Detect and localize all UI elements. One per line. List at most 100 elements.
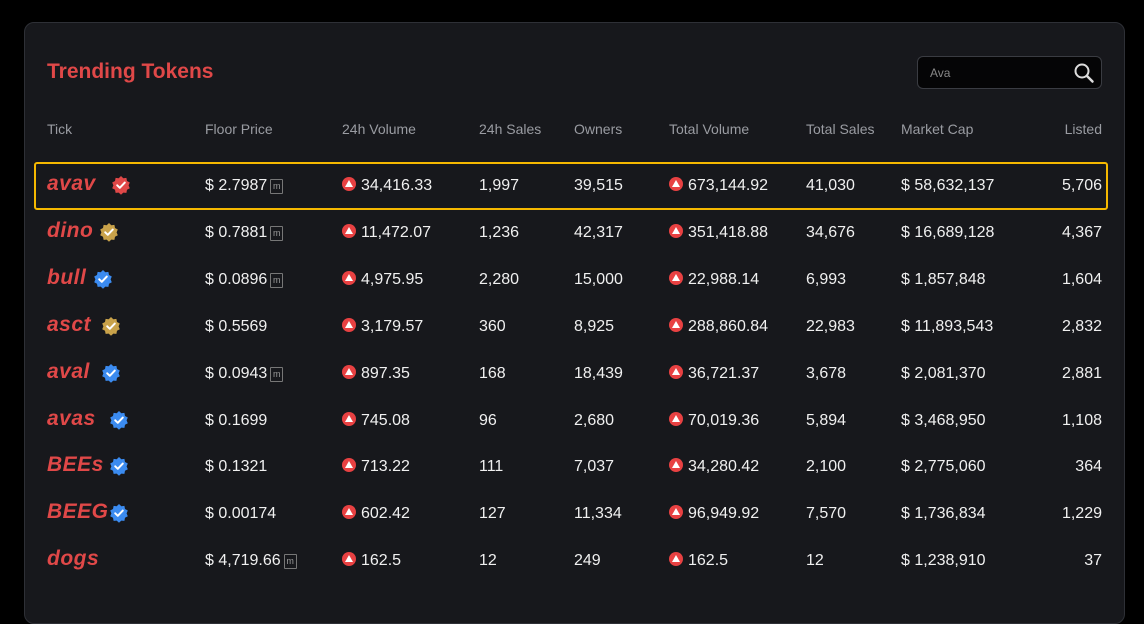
table-row[interactable]: bull $ 0.0896 m 4,975.95 2,280 15,000 22,988.1…: [25, 257, 1124, 304]
token-tick[interactable]: dogs: [47, 547, 100, 571]
owners: 11,334: [574, 505, 622, 523]
sales-24h: 168: [479, 364, 506, 382]
volume-24h: 4,975.95: [342, 270, 423, 289]
table-row[interactable]: asct $ 0.5569 3,179.57 360 8,925 288,860.84 22…: [25, 304, 1124, 351]
verified-badge-icon: [111, 175, 131, 200]
avax-icon: [342, 223, 356, 238]
col-floor-price[interactable]: Floor Price: [205, 121, 273, 137]
search-icon[interactable]: [1073, 62, 1095, 89]
volume-24h: 602.42: [342, 505, 410, 523]
avax-icon: [342, 552, 356, 567]
col-owners[interactable]: Owners: [574, 121, 623, 137]
col-24h-volume[interactable]: 24h Volume: [342, 121, 416, 137]
token-tick[interactable]: avav: [47, 172, 96, 195]
floor-price: $ 2.7987 m: [205, 177, 284, 195]
total-volume: 70,019.36: [669, 411, 759, 430]
avax-icon: [342, 458, 356, 473]
verified-badge-icon: [101, 316, 121, 341]
col-24h-sales[interactable]: 24h Sales: [479, 121, 542, 137]
market-cap: $ 2,081,370: [901, 364, 986, 382]
verified-badge-icon: [109, 503, 129, 528]
sales-24h: 111: [479, 458, 504, 476]
avax-icon: [669, 364, 683, 379]
token-tick[interactable]: BEEG: [47, 500, 109, 524]
listed: 1,108: [1061, 411, 1102, 429]
total-volume: 96,949.92: [669, 505, 759, 523]
floor-price: $ 0.00174: [205, 505, 277, 523]
token-tick[interactable]: aval: [47, 359, 90, 383]
marketplace-icon: m: [270, 366, 284, 382]
avax-icon: [342, 364, 356, 379]
sales-24h: 360: [479, 317, 506, 335]
table-row[interactable]: dino $ 0.7881 m 11,472.07 1,236 42,317 351,418…: [25, 210, 1124, 257]
table-row[interactable]: aval $ 0.0943 m 897.35 168 18,439 36,721.37 3,6…: [25, 351, 1124, 398]
avax-icon: [669, 270, 683, 285]
listed: 37: [1084, 552, 1102, 570]
col-tick[interactable]: Tick: [47, 121, 73, 137]
verified-badge-icon: [109, 410, 129, 435]
total-volume: 22,988.14: [669, 270, 759, 289]
volume-24h: 34,416.33: [342, 177, 432, 195]
table-row[interactable]: dogs $ 4,719.66 m 162.5 12 249 162.5 12 $ 1,238,…: [25, 538, 1124, 585]
table-row[interactable]: avav $ 2.7987 m 34,416.33 1,997 39,515 673,144…: [25, 162, 1124, 210]
floor-price: $ 0.1699: [205, 411, 268, 429]
search-input[interactable]: [928, 63, 1072, 83]
col-listed[interactable]: Listed: [1064, 121, 1102, 137]
token-tick[interactable]: BEEs: [47, 453, 104, 477]
avax-icon: [669, 177, 683, 191]
token-tick[interactable]: bull: [47, 265, 87, 289]
total-volume: 162.5: [669, 552, 728, 570]
avax-icon: [669, 411, 683, 426]
total-sales: 5,894: [806, 411, 847, 429]
trending-tokens-panel: Trending Tokens Tick Floor Price 24h Vol…: [24, 22, 1125, 624]
listed: 1,229: [1061, 505, 1102, 523]
floor-price: $ 0.5569: [205, 317, 268, 335]
token-tick[interactable]: asct: [47, 312, 92, 336]
table-row[interactable]: BEEs $ 0.1321 713.22 111 7,037 34,280.42 2,100…: [25, 444, 1124, 491]
market-cap: $ 1,857,848: [901, 270, 986, 288]
owners: 42,317: [574, 223, 623, 241]
floor-price: $ 0.1321: [205, 458, 268, 476]
avax-icon: [669, 223, 683, 238]
table-row[interactable]: BEEG $ 0.00174 602.42 127 11,334 96,949.92 7,5…: [25, 491, 1124, 538]
marketplace-icon: m: [283, 554, 297, 570]
owners: 7,037: [574, 458, 615, 476]
volume-24h: 162.5: [342, 552, 401, 570]
total-sales: 3,678: [806, 364, 847, 382]
token-tick[interactable]: avas: [47, 406, 96, 430]
market-cap: $ 2,775,060: [901, 458, 986, 476]
sales-24h: 127: [479, 505, 506, 523]
table-row[interactable]: avas $ 0.1699 745.08 96 2,680 70,019.36 5,894 $…: [25, 398, 1124, 445]
total-sales: 2,100: [806, 458, 847, 476]
sales-24h: 1,997: [479, 177, 520, 194]
avax-icon: [669, 458, 683, 473]
search-box[interactable]: [917, 56, 1102, 89]
total-volume: 673,144.92: [669, 177, 768, 195]
avax-icon: [342, 505, 356, 520]
market-cap: $ 11,893,543: [901, 317, 994, 335]
sales-24h: 2,280: [479, 270, 520, 288]
listed: 2,881: [1061, 364, 1102, 382]
market-cap: $ 58,632,137: [901, 177, 995, 194]
listed: 364: [1075, 458, 1102, 476]
token-tick[interactable]: dino: [47, 218, 94, 242]
total-sales: 12: [806, 552, 824, 570]
total-volume: 288,860.84: [669, 317, 768, 336]
total-sales: 34,676: [806, 223, 855, 241]
floor-price: $ 4,719.66 m: [205, 552, 297, 570]
avax-icon: [669, 505, 683, 520]
total-volume: 34,280.42: [669, 458, 759, 476]
verified-badge-icon: [109, 456, 129, 481]
avax-icon: [669, 552, 683, 567]
col-total-sales[interactable]: Total Sales: [806, 121, 875, 137]
market-cap: $ 1,238,910: [901, 552, 986, 570]
owners: 249: [574, 552, 601, 570]
marketplace-icon: m: [270, 272, 284, 288]
avax-icon: [342, 177, 356, 191]
listed: 2,832: [1061, 317, 1102, 335]
market-cap: $ 16,689,128: [901, 223, 995, 241]
marketplace-icon: m: [270, 179, 284, 194]
avax-icon: [342, 411, 356, 426]
col-market-cap[interactable]: Market Cap: [901, 121, 974, 137]
col-total-volume[interactable]: Total Volume: [669, 121, 750, 137]
